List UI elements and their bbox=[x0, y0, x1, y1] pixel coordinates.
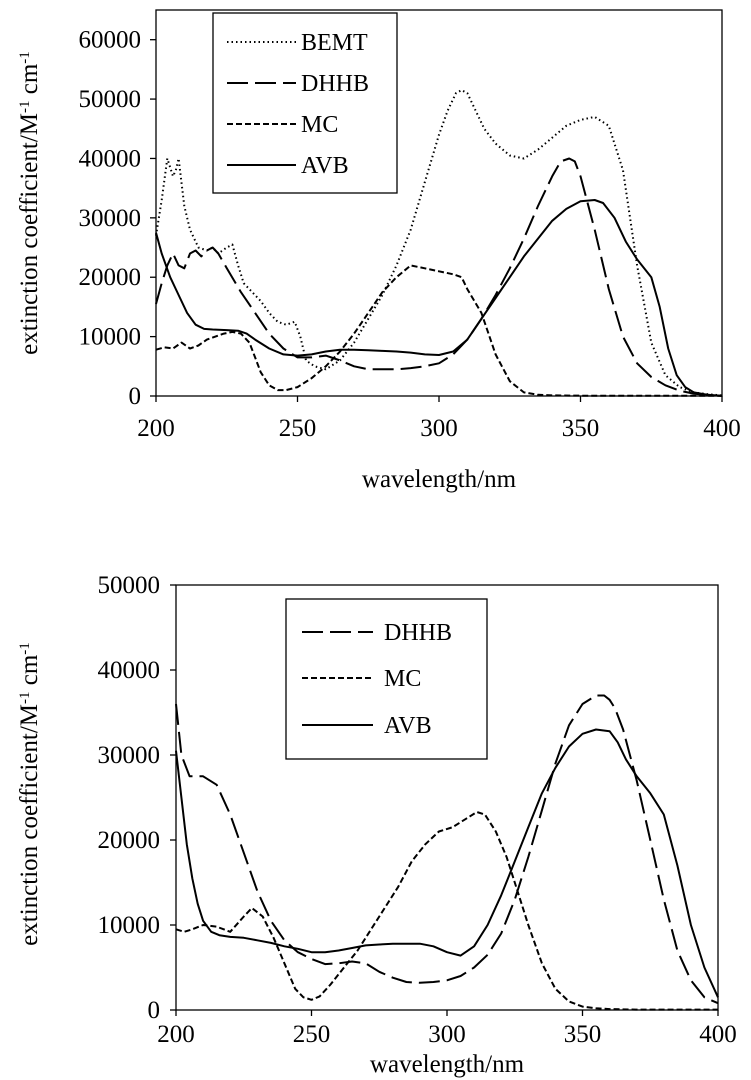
y-axis-label-bottom: extinction coefficient/M-1 cm-1 bbox=[16, 642, 43, 946]
x-axis-label-top: wavelength/nm bbox=[362, 466, 517, 493]
legend-label-mc-top: MC bbox=[301, 112, 338, 138]
legend-bottom: DHHB MC AVB bbox=[285, 598, 488, 760]
legend-label-avb-top: AVB bbox=[301, 153, 349, 179]
y-axis-ticks-top: 0 10000 20000 30000 40000 50000 60000 bbox=[79, 27, 156, 410]
x-tick-label: 250 bbox=[293, 1021, 331, 1048]
y-axis-label-top-sup2: -1 bbox=[17, 51, 33, 64]
y-tick-label: 50000 bbox=[79, 86, 142, 113]
y-tick-label: 60000 bbox=[79, 27, 142, 54]
y-tick-label: 40000 bbox=[79, 145, 142, 172]
y-tick-label: 0 bbox=[148, 997, 161, 1024]
y-tick-label: 10000 bbox=[98, 912, 161, 939]
x-axis-ticks-bottom: 200 250 300 350 400 bbox=[157, 1010, 737, 1048]
x-tick-label: 250 bbox=[279, 415, 317, 442]
x-axis-ticks-top: 200 250 300 350 400 bbox=[137, 396, 741, 442]
y-tick-label: 20000 bbox=[79, 264, 142, 291]
y-axis-label-bottom-mid: cm bbox=[16, 654, 43, 691]
y-axis-label-top-mid: cm bbox=[16, 63, 43, 100]
series-line-dhhb bbox=[155, 157, 723, 397]
y-tick-label: 0 bbox=[129, 383, 142, 410]
legend-label-avb-bottom: AVB bbox=[384, 713, 432, 739]
x-tick-label: 400 bbox=[703, 415, 741, 442]
series-group-top bbox=[155, 89, 723, 397]
chart-bottom: 0 10000 20000 30000 40000 50000 200 250 300 350 4… bbox=[16, 572, 737, 1078]
y-axis-label-bottom-sup2: -1 bbox=[17, 642, 33, 655]
y-tick-label: 10000 bbox=[79, 324, 142, 351]
y-tick-label: 40000 bbox=[98, 657, 161, 684]
series-line-mc bbox=[155, 264, 722, 397]
series-line-avb bbox=[155, 199, 723, 397]
y-tick-label: 50000 bbox=[98, 572, 161, 599]
x-tick-label: 400 bbox=[699, 1021, 737, 1048]
x-tick-label: 300 bbox=[428, 1021, 466, 1048]
legend-top: BEMT DHHB MC AVB bbox=[212, 12, 398, 194]
legend-box-top bbox=[212, 12, 398, 194]
series-line-dhhb bbox=[175, 694, 719, 1005]
legend-label-dhhb-top: DHHB bbox=[301, 71, 369, 97]
series-line-avb bbox=[175, 728, 719, 998]
chart-top: 0 10000 20000 30000 40000 50000 60000 200 250 30… bbox=[16, 9, 741, 493]
legend-label-mc-bottom: MC bbox=[384, 666, 421, 692]
legend-label-bemt: BEMT bbox=[301, 30, 368, 56]
legend-box-bottom bbox=[285, 598, 488, 760]
x-tick-label: 200 bbox=[157, 1021, 195, 1048]
x-tick-label: 350 bbox=[562, 415, 600, 442]
y-axis-label-bottom-main: extinction coefficient/M bbox=[16, 704, 43, 946]
x-tick-label: 200 bbox=[137, 415, 175, 442]
y-tick-label: 30000 bbox=[79, 205, 142, 232]
y-axis-label-bottom-sup1: -1 bbox=[17, 691, 33, 704]
y-tick-label: 30000 bbox=[98, 742, 161, 769]
x-axis-label-bottom: wavelength/nm bbox=[370, 1051, 525, 1078]
series-line-mc bbox=[175, 811, 718, 1011]
y-tick-label: 20000 bbox=[98, 827, 161, 854]
x-tick-label: 300 bbox=[420, 415, 458, 442]
y-axis-label-top: extinction coefficient/M-1 cm-1 bbox=[16, 51, 43, 355]
x-tick-label: 350 bbox=[564, 1021, 602, 1048]
y-axis-label-top-sup1: -1 bbox=[17, 100, 33, 113]
series-line-bemt bbox=[155, 89, 723, 397]
y-axis-label-top-main: extinction coefficient/M bbox=[16, 113, 43, 355]
y-axis-ticks-bottom: 0 10000 20000 30000 40000 50000 bbox=[98, 572, 176, 1024]
series-group-bottom bbox=[175, 694, 719, 1011]
legend-label-dhhb-bottom: DHHB bbox=[384, 620, 452, 646]
